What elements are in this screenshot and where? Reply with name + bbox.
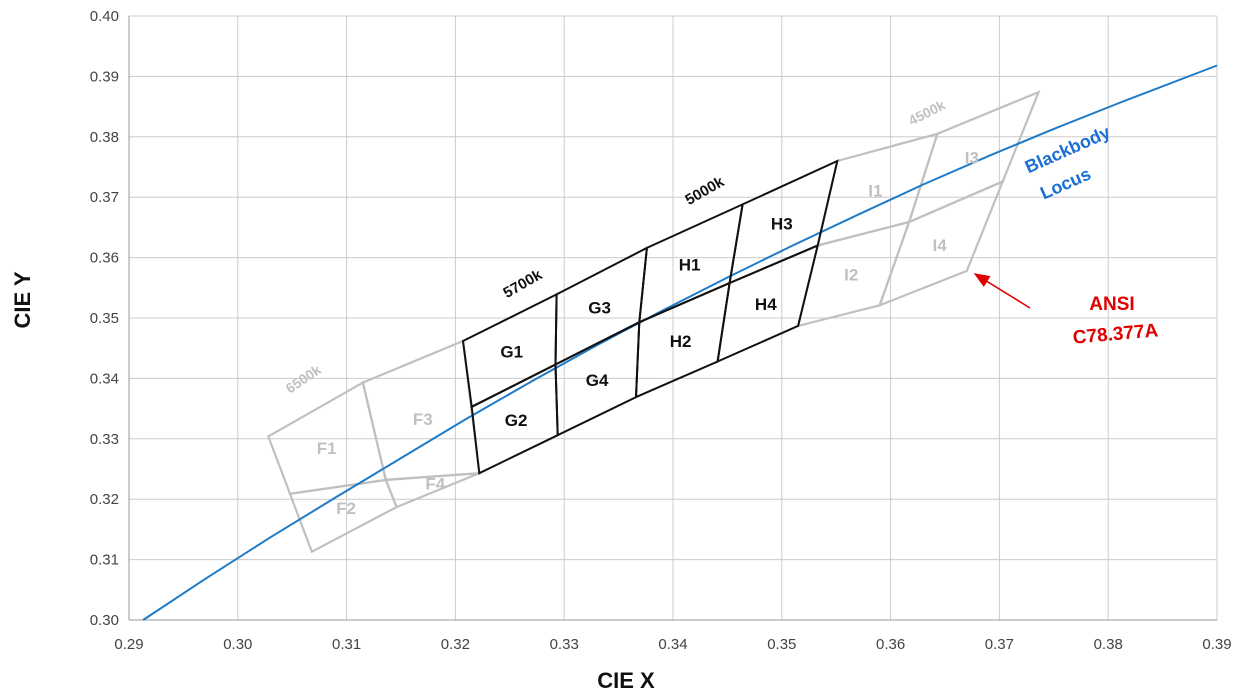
x-tick-label-2: 0.31 xyxy=(332,636,361,653)
bin-i4 xyxy=(877,179,1005,308)
x-tick-label-6: 0.35 xyxy=(767,636,796,653)
x-tick-label-1: 0.30 xyxy=(223,636,252,653)
cct-label-5700k: 5700k xyxy=(500,266,545,302)
blackbody-locus-label: Blackbody xyxy=(1022,122,1113,177)
series-line-0 xyxy=(142,64,1218,621)
x-tick-label-3: 0.32 xyxy=(441,636,470,653)
ansi-arrow xyxy=(973,273,1031,309)
bin-label-f3: F3 xyxy=(413,410,433,429)
y-tick-label-3: 0.33 xyxy=(90,431,119,448)
grid xyxy=(128,15,1218,621)
y-tick-label-4: 0.34 xyxy=(90,370,119,387)
bin-label-i2: I2 xyxy=(844,266,858,285)
ansi-label: ANSI xyxy=(1089,294,1134,315)
y-tick-label-5: 0.35 xyxy=(90,310,119,327)
y-tick-label-0: 0.30 xyxy=(90,612,119,629)
cct-label-4500k: 4500k xyxy=(906,96,948,128)
bin-label-g1: G1 xyxy=(500,343,523,362)
y-tick-label-1: 0.31 xyxy=(90,552,119,569)
x-tick-labels: 0.29 0.30 0.31 0.32 0.33 0.34 0.35 0.36 0.37 0.38… xyxy=(114,636,1231,653)
x-axis-title: CIE X xyxy=(597,668,655,693)
bin-label-h1: H1 xyxy=(679,255,701,274)
bin-label-h4: H4 xyxy=(755,295,777,314)
y-tick-label-9: 0.39 xyxy=(90,68,119,85)
bin-label-f4: F4 xyxy=(425,474,445,493)
y-tick-label-7: 0.37 xyxy=(90,189,119,206)
bin-label-f1: F1 xyxy=(317,439,337,458)
y-tick-labels: 0.30 0.31 0.32 0.33 0.34 0.35 0.36 0.37 0.38 0.39… xyxy=(90,8,119,629)
cct-label-5000k: 5000k xyxy=(682,173,727,209)
x-tick-label-9: 0.38 xyxy=(1094,636,1123,653)
bin-labels: F1 F2 F3 F4 G1 G2 G3 G4 H1 H2 H3 H4 I1 I2 I3 I4 xyxy=(317,148,979,518)
bin-label-i4: I4 xyxy=(933,236,948,255)
bin-label-g3: G3 xyxy=(588,298,611,317)
x-tick-label-10: 0.39 xyxy=(1202,636,1231,653)
bin-label-h3: H3 xyxy=(771,215,793,234)
bin-label-g2: G2 xyxy=(505,411,528,430)
x-tick-label-5: 0.34 xyxy=(658,636,687,653)
bin-f4 xyxy=(384,472,480,509)
x-tick-label-4: 0.33 xyxy=(550,636,579,653)
x-tick-label-7: 0.36 xyxy=(876,636,905,653)
y-tick-label-10: 0.40 xyxy=(90,8,119,25)
y-axis-title: CIE Y xyxy=(10,271,35,328)
active-bins xyxy=(461,159,839,475)
bin-label-i3: I3 xyxy=(965,148,979,167)
ansi-label-2: C78.377A xyxy=(1072,320,1159,348)
bin-h4 xyxy=(716,243,820,364)
x-tick-label-8: 0.37 xyxy=(985,636,1014,653)
y-tick-label-6: 0.36 xyxy=(90,250,119,267)
blackbody-locus xyxy=(142,64,1218,621)
x-tick-label-0: 0.29 xyxy=(114,636,143,653)
y-tick-label-2: 0.32 xyxy=(90,491,119,508)
bin-label-i1: I1 xyxy=(868,182,882,201)
y-tick-label-8: 0.38 xyxy=(90,129,119,146)
bin-label-f2: F2 xyxy=(336,499,356,518)
bin-label-g4: G4 xyxy=(586,371,609,390)
bin-label-h2: H2 xyxy=(670,332,692,351)
inactive-bins xyxy=(266,90,1041,554)
